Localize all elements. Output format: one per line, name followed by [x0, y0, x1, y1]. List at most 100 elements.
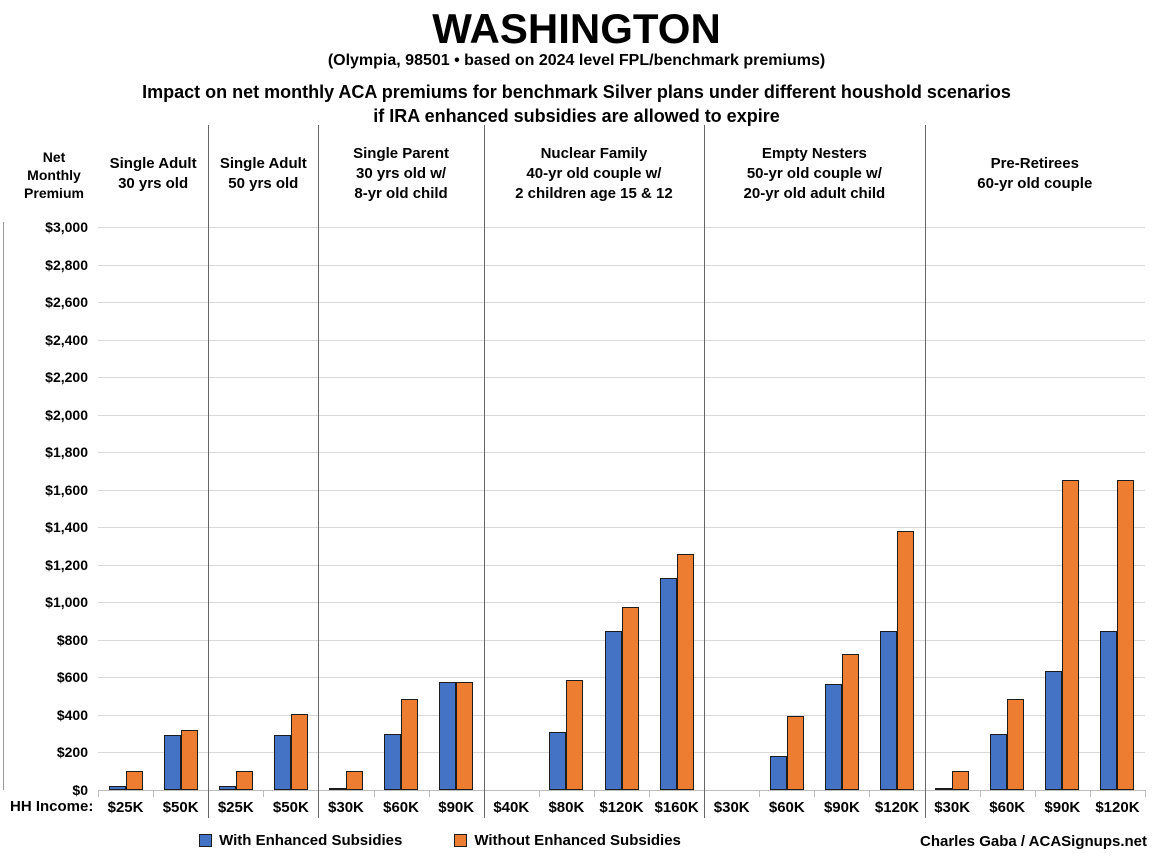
- scenario-header-line: 8-yr old child: [354, 185, 448, 202]
- credit-attribution: Charles Gaba / ACASignups.net: [920, 833, 1147, 850]
- group-separator-line: [483, 125, 485, 818]
- y-tick-label: $400: [56, 706, 88, 723]
- y-tick-label: $200: [56, 744, 88, 761]
- income-label: $50K: [272, 799, 309, 816]
- x-axis-tick: [538, 790, 540, 797]
- scenario-header-line: Nuclear Family: [540, 145, 648, 162]
- income-label: $60K: [989, 799, 1026, 816]
- bar-without-enhanced-subsidies: [180, 730, 198, 790]
- gridline: [98, 602, 1145, 604]
- gridline: [98, 489, 1145, 491]
- scenario-header-line: Single Parent: [353, 145, 449, 162]
- income-label: $90K: [823, 799, 860, 816]
- group-separator-line: [318, 125, 320, 818]
- group-separator-line: [704, 125, 706, 818]
- income-label: $50K: [162, 799, 199, 816]
- scenario-header: Single Adult 50 yrs old: [208, 141, 318, 207]
- bar-with-enhanced-subsidies: [328, 788, 346, 790]
- income-label: $120K: [1095, 799, 1140, 816]
- y-tick-label: $1,400: [45, 519, 88, 536]
- chart-description-line2: if IRA enhanced subsidies are allowed to…: [373, 106, 780, 126]
- bar-with-enhanced-subsidies: [439, 682, 457, 790]
- scenario-header: Nuclear Family 40-yr old couple w/2 child…: [484, 141, 704, 207]
- scenario-header-line: Pre-Retirees: [990, 155, 1079, 172]
- scenario-header: Pre-Retirees 60-yr old couple: [925, 141, 1145, 207]
- y-tick-label: $2,200: [45, 369, 88, 386]
- x-axis-tick: [98, 790, 99, 797]
- y-tick-label: $1,600: [45, 481, 88, 498]
- scenario-header-line: 30 yrs old w/: [356, 165, 447, 182]
- x-axis-tick: [428, 790, 430, 797]
- income-label: $30K: [713, 799, 750, 816]
- scenario-header-line: Single Adult: [219, 155, 307, 172]
- gridline: [98, 527, 1145, 529]
- scenario-header-line: Single Adult: [109, 155, 197, 172]
- y-tick-label: $1,800: [45, 444, 88, 461]
- income-label: $40K: [493, 799, 530, 816]
- scenario-header: Single Parent 30 yrs old w/8-yr old child: [318, 141, 483, 207]
- bar-without-enhanced-subsidies: [401, 698, 419, 790]
- gridline: [98, 339, 1145, 341]
- chart-description-line1: Impact on net monthly ACA premiums for b…: [142, 82, 1011, 102]
- bar-with-enhanced-subsidies: [659, 577, 677, 790]
- bar-with-enhanced-subsidies: [990, 733, 1008, 790]
- bar-with-enhanced-subsidies: [1100, 631, 1118, 790]
- y-axis-title-line: Premium: [24, 185, 84, 201]
- income-label: $30K: [328, 799, 364, 816]
- y-tick-label: $800: [56, 631, 88, 648]
- bar-without-enhanced-subsidies: [125, 771, 143, 790]
- x-axis-tick: [979, 790, 981, 797]
- bar-with-enhanced-subsidies: [384, 733, 402, 790]
- bar-without-enhanced-subsidies: [290, 713, 308, 790]
- gridline: [98, 414, 1145, 416]
- y-tick-label: $0: [72, 782, 88, 798]
- scenario-header-line: 20-yr old adult child: [743, 185, 886, 202]
- x-axis-tick: [373, 790, 375, 797]
- bar-with-enhanced-subsidies: [108, 786, 126, 790]
- x-axis-tick: [759, 790, 761, 797]
- bar-without-enhanced-subsidies: [235, 771, 253, 790]
- y-axis-line: [3, 222, 4, 790]
- bar-with-enhanced-subsidies: [1045, 670, 1063, 790]
- gridline: [98, 227, 1145, 228]
- group-separator-line: [208, 125, 210, 818]
- bar-with-enhanced-subsidies: [163, 734, 181, 790]
- y-axis-title: Net Monthly Premium: [14, 143, 94, 207]
- legend-item-with-subsidies: With Enhanced Subsidies: [199, 832, 402, 849]
- gridline: [98, 264, 1145, 266]
- gridline: [98, 790, 1145, 791]
- bar-with-enhanced-subsidies: [218, 786, 236, 790]
- income-label: $30K: [934, 799, 971, 816]
- bar-without-enhanced-subsidies: [786, 715, 804, 790]
- y-tick-label: $1,200: [45, 556, 88, 573]
- bar-without-enhanced-subsidies: [621, 607, 639, 790]
- y-tick-label: $2,000: [45, 406, 88, 423]
- income-label: $25K: [107, 799, 144, 816]
- bar-without-enhanced-subsidies: [676, 553, 694, 790]
- x-axis-title: HH Income:: [10, 798, 94, 815]
- income-label: $120K: [874, 799, 920, 816]
- bar-with-enhanced-subsidies: [273, 734, 291, 790]
- y-tick-label: $600: [56, 669, 88, 686]
- y-tick-label: $2,400: [45, 331, 88, 348]
- bar-without-enhanced-subsidies: [1007, 698, 1025, 790]
- bar-without-enhanced-subsidies: [566, 680, 584, 790]
- chart-title: WASHINGTON: [432, 5, 721, 52]
- gridline: [98, 302, 1145, 304]
- income-label: $90K: [1044, 799, 1081, 816]
- bar-with-enhanced-subsidies: [769, 756, 787, 790]
- y-axis-title-line: Net: [42, 149, 66, 165]
- income-label: $120K: [599, 799, 644, 816]
- bar-without-enhanced-subsidies: [841, 653, 859, 790]
- legend-label-without-subsidies: Without Enhanced Subsidies: [474, 832, 681, 849]
- bar-with-enhanced-subsidies: [880, 631, 898, 790]
- legend-swatch-without-subsidies: [454, 834, 468, 847]
- income-label: $160K: [654, 799, 699, 816]
- bar-with-enhanced-subsidies: [824, 683, 842, 790]
- x-axis-tick: [593, 790, 595, 797]
- bar-with-enhanced-subsidies: [549, 731, 567, 790]
- gridline: [98, 452, 1145, 454]
- scenario-header-line: 2 children age 15 & 12: [515, 185, 673, 202]
- scenario-header-line: Empty Nesters: [761, 145, 867, 162]
